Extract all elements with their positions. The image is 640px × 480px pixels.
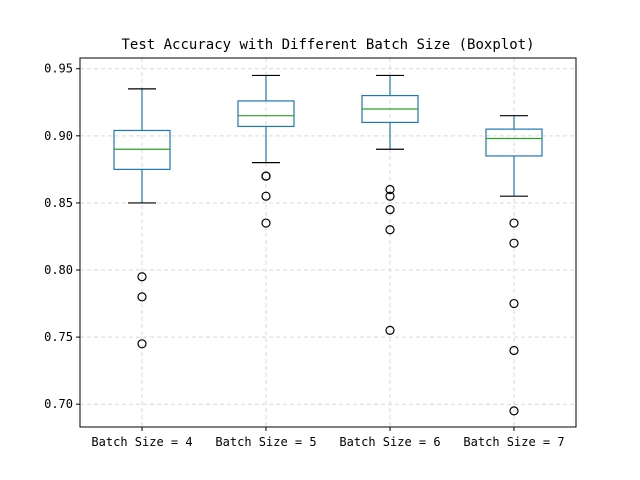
iqr-box xyxy=(485,128,543,157)
y-tick-label: 0.90 xyxy=(44,129,73,143)
outlier-point xyxy=(261,171,271,181)
outlier-point xyxy=(137,272,147,282)
outlier-point xyxy=(509,406,519,416)
outlier-point xyxy=(261,218,271,228)
outlier-point xyxy=(385,205,395,215)
chart-title: Test Accuracy with Different Batch Size … xyxy=(121,37,534,53)
x-tick-label: Batch Size = 7 xyxy=(463,435,564,449)
iqr-box xyxy=(237,100,295,128)
outlier-point xyxy=(385,225,395,235)
plot-frame xyxy=(79,57,577,428)
outlier-point xyxy=(137,339,147,349)
outlier-point xyxy=(509,345,519,356)
grid-lines xyxy=(80,58,576,427)
y-tick-label: 0.80 xyxy=(44,263,73,277)
x-tick-label: Batch Size = 6 xyxy=(339,435,440,449)
outlier-point xyxy=(385,191,395,201)
outlier-point xyxy=(509,238,519,248)
y-tick-label: 0.95 xyxy=(44,62,73,76)
iqr-box xyxy=(113,129,171,170)
y-tick-label: 0.70 xyxy=(44,397,73,411)
x-axis: Batch Size = 4 Batch Size = 5 Batch Size =… xyxy=(91,427,565,449)
box-2 xyxy=(237,74,295,228)
x-tick-label: Batch Size = 4 xyxy=(91,435,192,449)
y-tick-label: 0.85 xyxy=(44,196,73,210)
outlier-point xyxy=(385,325,395,335)
y-tick-label: 0.75 xyxy=(44,330,73,344)
box-1 xyxy=(113,88,171,349)
box-3 xyxy=(361,74,419,335)
y-axis: 0.70 0.75 0.80 0.85 0.90 0.95 xyxy=(44,62,80,411)
box-group xyxy=(113,74,543,416)
outlier-point xyxy=(261,191,271,201)
x-tick-label: Batch Size = 5 xyxy=(215,435,316,449)
box-4 xyxy=(485,115,543,416)
outlier-point xyxy=(509,218,519,228)
outlier-point xyxy=(137,292,147,302)
outlier-point xyxy=(385,184,395,195)
outlier-point xyxy=(509,298,519,309)
